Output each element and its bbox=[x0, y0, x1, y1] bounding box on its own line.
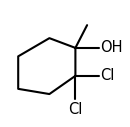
Text: Cl: Cl bbox=[68, 102, 83, 117]
Text: Cl: Cl bbox=[100, 68, 115, 83]
Text: OH: OH bbox=[100, 40, 123, 55]
